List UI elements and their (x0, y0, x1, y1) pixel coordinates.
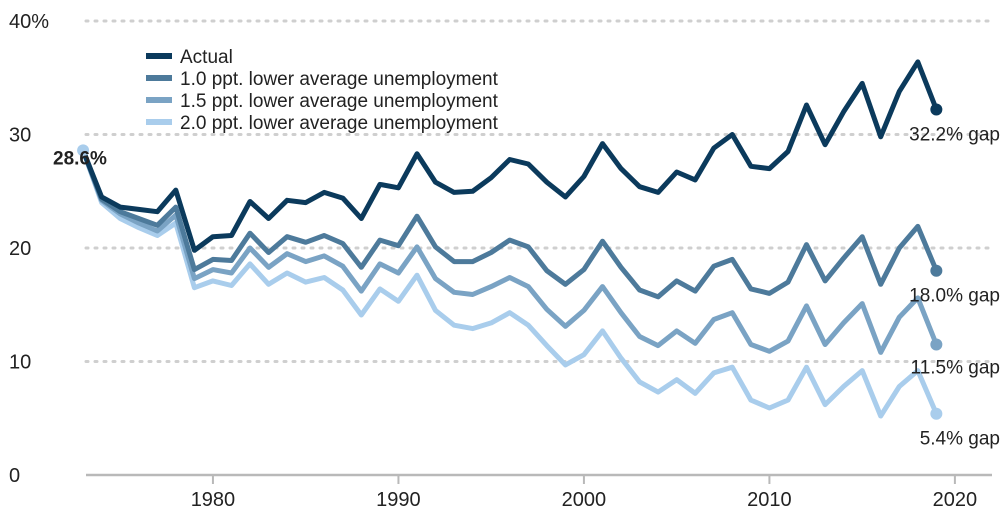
legend-label: 2.0 ppt. lower average unemployment (180, 113, 499, 134)
series-end-point (930, 103, 943, 116)
gap-label: 32.2% gap (909, 125, 1000, 146)
legend-label: Actual (180, 47, 233, 68)
gap-label: 11.5% gap (911, 357, 1000, 378)
series-line-2 (80, 147, 939, 300)
x-tick-label: 2000 (562, 489, 607, 511)
gap-label: 18.0% gap (909, 286, 1000, 307)
x-tick-label: 1990 (376, 489, 421, 511)
x-tick-label: 2020 (933, 489, 978, 511)
annotations: 28.6% 32.2% gap 18.0% gap 11.5% gap 5.4% gap (53, 125, 1000, 450)
series-line-1 (80, 59, 939, 253)
series-lines (80, 59, 939, 419)
gridlines (84, 19, 994, 363)
series-end-point (930, 338, 943, 351)
y-tick-label: 10 (9, 352, 31, 374)
series-endpoints (77, 103, 943, 420)
series-end-point (930, 407, 943, 420)
series-line-3 (80, 147, 939, 355)
axes: 0 10 20 30 40% 1980 1990 2000 2010 2020 (9, 11, 992, 511)
series-line-4 (80, 147, 939, 419)
y-tick-label: 40% (9, 11, 49, 33)
start-value-label: 28.6% (53, 148, 107, 169)
y-tick-label: 30 (9, 125, 31, 147)
gap-label: 5.4% gap (920, 429, 1000, 450)
y-tick-label: 0 (9, 465, 20, 487)
legend-label: 1.0 ppt. lower average unemployment (180, 69, 499, 90)
legend-label: 1.5 ppt. lower average unemployment (180, 91, 499, 112)
x-tick-label: 2010 (747, 489, 792, 511)
series-end-point (930, 264, 943, 277)
y-tick-label: 20 (9, 238, 31, 260)
x-tick-label: 1980 (191, 489, 236, 511)
series-start-point (77, 144, 90, 157)
